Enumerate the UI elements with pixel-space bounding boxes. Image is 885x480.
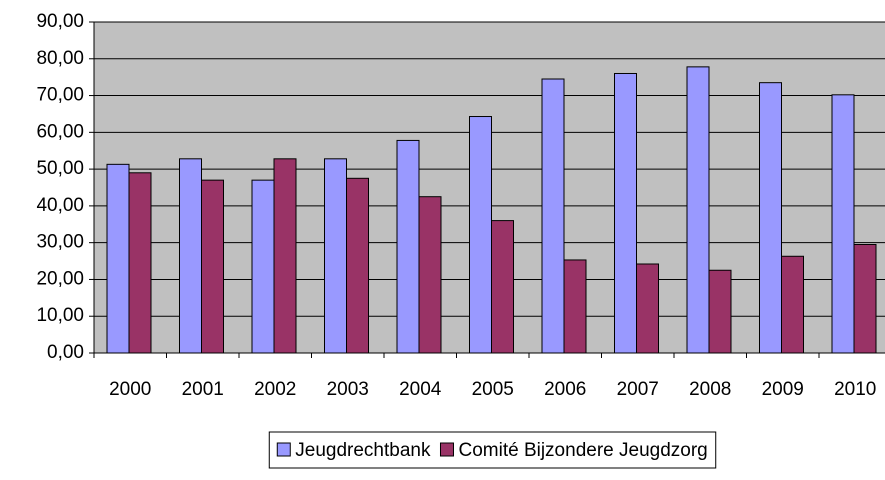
y-tick-label: 60,00	[36, 121, 84, 142]
bar	[541, 78, 565, 354]
bar	[781, 255, 804, 354]
bar	[324, 158, 347, 354]
bar	[686, 66, 710, 354]
legend-swatch	[439, 442, 454, 457]
bar	[614, 72, 637, 354]
x-tick-label: 2007	[617, 379, 659, 400]
legend-label: Comité Bijzondere Jeugdzorg	[458, 440, 707, 461]
bar	[106, 163, 130, 354]
x-tick-label: 2000	[109, 379, 151, 400]
bar	[853, 244, 877, 354]
bar	[396, 139, 420, 354]
x-tick-label: 2008	[689, 379, 731, 400]
legend-label: Jeugdrechtbank	[295, 440, 431, 461]
legend-swatch	[276, 442, 291, 457]
x-tick-label: 2003	[327, 379, 369, 400]
bar	[128, 172, 152, 354]
x-tick-label: 2010	[834, 379, 876, 400]
y-tick-label: 80,00	[36, 48, 84, 69]
bar	[469, 116, 492, 354]
x-tick-label: 2006	[544, 379, 586, 400]
y-tick-label: 50,00	[36, 158, 84, 179]
y-tick-label: 70,00	[36, 85, 84, 106]
y-tick-label: 20,00	[36, 268, 84, 289]
legend-box	[268, 431, 717, 469]
bar	[831, 94, 855, 354]
y-tick-label: 40,00	[36, 195, 84, 216]
x-tick-label: 2002	[254, 379, 296, 400]
y-tick-label: 30,00	[36, 232, 84, 253]
bar	[563, 259, 587, 354]
x-tick-label: 2005	[472, 379, 514, 400]
bar	[201, 179, 224, 354]
y-tick-label: 10,00	[36, 305, 84, 326]
bar	[346, 177, 369, 354]
bar	[251, 179, 275, 354]
x-tick-label: 2001	[182, 379, 224, 400]
bar	[273, 158, 297, 354]
bar	[179, 158, 202, 354]
bar	[708, 269, 732, 354]
bar	[759, 82, 782, 354]
bar	[636, 263, 659, 354]
x-tick-label: 2009	[762, 379, 804, 400]
bar	[418, 196, 442, 354]
y-tick-label: 90,00	[36, 11, 84, 32]
x-tick-label: 2004	[399, 379, 442, 400]
bar	[491, 220, 514, 354]
y-tick-label: 0,00	[47, 342, 84, 363]
